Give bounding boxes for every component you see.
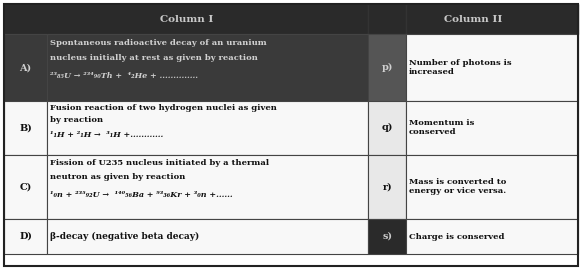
Text: ¹₁H + ²₁H →  ³₁H +............: ¹₁H + ²₁H → ³₁H +............: [50, 131, 164, 139]
Bar: [368, 219, 406, 254]
Text: Column I: Column I: [159, 15, 213, 23]
Text: s): s): [382, 232, 392, 241]
Bar: [406, 4, 578, 34]
Text: ²³₈₅U → ²³⁴₉₀Th +  ⁴₂He + ..............: ²³₈₅U → ²³⁴₉₀Th + ⁴₂He + ..............: [50, 72, 198, 80]
Bar: [4, 4, 368, 34]
Bar: [47, 219, 368, 254]
Text: q): q): [381, 123, 393, 132]
Bar: [47, 34, 368, 101]
Bar: [47, 155, 368, 219]
Bar: [406, 34, 578, 101]
Text: Fission of U235 nucleus initiated by a thermal: Fission of U235 nucleus initiated by a t…: [50, 159, 269, 167]
Text: B): B): [19, 123, 32, 132]
Bar: [406, 219, 578, 254]
Text: p): p): [381, 63, 393, 72]
Bar: [4, 34, 47, 101]
Bar: [4, 219, 47, 254]
Text: nucleus initially at rest as given by reaction: nucleus initially at rest as given by re…: [50, 54, 258, 62]
Text: r): r): [382, 182, 392, 191]
Bar: [368, 101, 406, 155]
Text: Charge is conserved: Charge is conserved: [409, 232, 504, 241]
Text: Momentum is
conserved: Momentum is conserved: [409, 119, 474, 136]
Text: ¹₀n + ²³⁵₉₂U →  ¹⁴⁰₅₆Ba + ⁹³₃₆Kr + ³₀n +......: ¹₀n + ²³⁵₉₂U → ¹⁴⁰₅₆Ba + ⁹³₃₆Kr + ³₀n +.…: [50, 191, 233, 199]
Bar: [406, 101, 578, 155]
Bar: [47, 101, 368, 155]
Text: β-decay (negative beta decay): β-decay (negative beta decay): [50, 232, 199, 241]
Text: neutron as given by reaction: neutron as given by reaction: [50, 173, 186, 181]
Text: Spontaneous radioactive decay of an uranium: Spontaneous radioactive decay of an uran…: [50, 39, 267, 47]
Text: D): D): [19, 232, 32, 241]
Bar: [368, 4, 406, 34]
Text: Column II: Column II: [444, 15, 502, 23]
Text: Mass is converted to
energy or vice versa.: Mass is converted to energy or vice vers…: [409, 178, 506, 195]
Text: A): A): [19, 63, 31, 72]
Text: Number of photons is
increased: Number of photons is increased: [409, 59, 512, 76]
Text: Fusion reaction of two hydrogen nuclei as given: Fusion reaction of two hydrogen nuclei a…: [50, 104, 277, 112]
Text: by reaction: by reaction: [50, 116, 103, 124]
Bar: [406, 155, 578, 219]
Bar: [4, 101, 47, 155]
Bar: [4, 155, 47, 219]
Text: C): C): [19, 182, 31, 191]
Bar: [368, 34, 406, 101]
Bar: [368, 155, 406, 219]
